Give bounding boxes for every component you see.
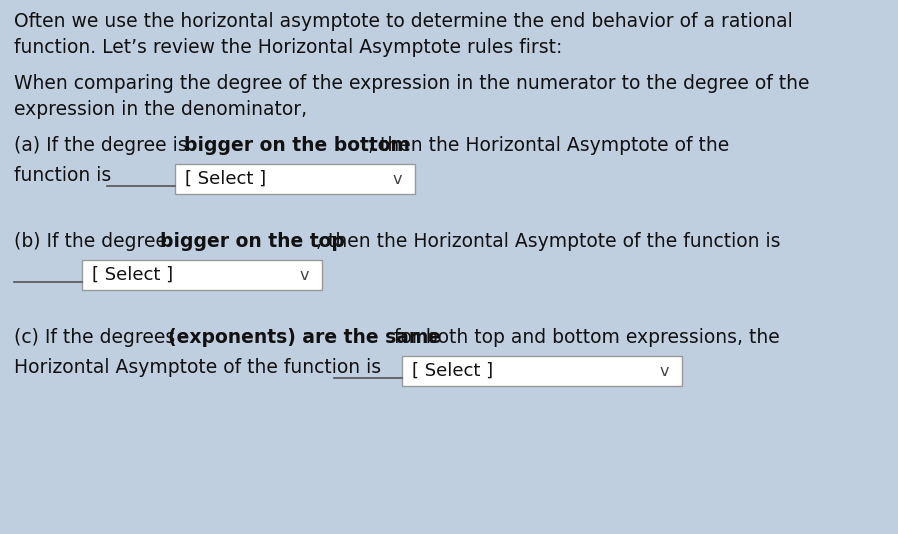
FancyBboxPatch shape xyxy=(175,164,415,194)
Text: function is: function is xyxy=(14,166,111,185)
Text: Horizontal Asymptote of the function is: Horizontal Asymptote of the function is xyxy=(14,358,381,377)
FancyBboxPatch shape xyxy=(82,260,322,290)
Text: , then the Horizontal Asymptote of the: , then the Horizontal Asymptote of the xyxy=(367,136,729,155)
Text: [ Select ]: [ Select ] xyxy=(92,266,173,284)
Text: (b) If the degree: (b) If the degree xyxy=(14,232,173,251)
Text: When comparing the degree of the expression in the numerator to the degree of th: When comparing the degree of the express… xyxy=(14,74,809,93)
Text: v: v xyxy=(659,364,669,379)
Text: Often we use the horizontal asymptote to determine the end behavior of a rationa: Often we use the horizontal asymptote to… xyxy=(14,12,793,31)
Text: v: v xyxy=(392,171,401,186)
Text: for both top and bottom expressions, the: for both top and bottom expressions, the xyxy=(388,328,780,347)
Text: bigger on the bottom: bigger on the bottom xyxy=(184,136,410,155)
Text: bigger on the top: bigger on the top xyxy=(160,232,345,251)
Text: v: v xyxy=(299,268,309,282)
Text: function. Let’s review the Horizontal Asymptote rules first:: function. Let’s review the Horizontal As… xyxy=(14,38,562,57)
Text: expression in the denominator,: expression in the denominator, xyxy=(14,100,307,119)
Text: (exponents) are the same: (exponents) are the same xyxy=(168,328,441,347)
Text: (a) If the degree is: (a) If the degree is xyxy=(14,136,194,155)
Text: [ Select ]: [ Select ] xyxy=(412,362,493,380)
Text: (c) If the degrees: (c) If the degrees xyxy=(14,328,181,347)
Text: [ Select ]: [ Select ] xyxy=(185,170,266,188)
Text: , then the Horizontal Asymptote of the function is: , then the Horizontal Asymptote of the f… xyxy=(316,232,780,251)
FancyBboxPatch shape xyxy=(402,356,682,386)
